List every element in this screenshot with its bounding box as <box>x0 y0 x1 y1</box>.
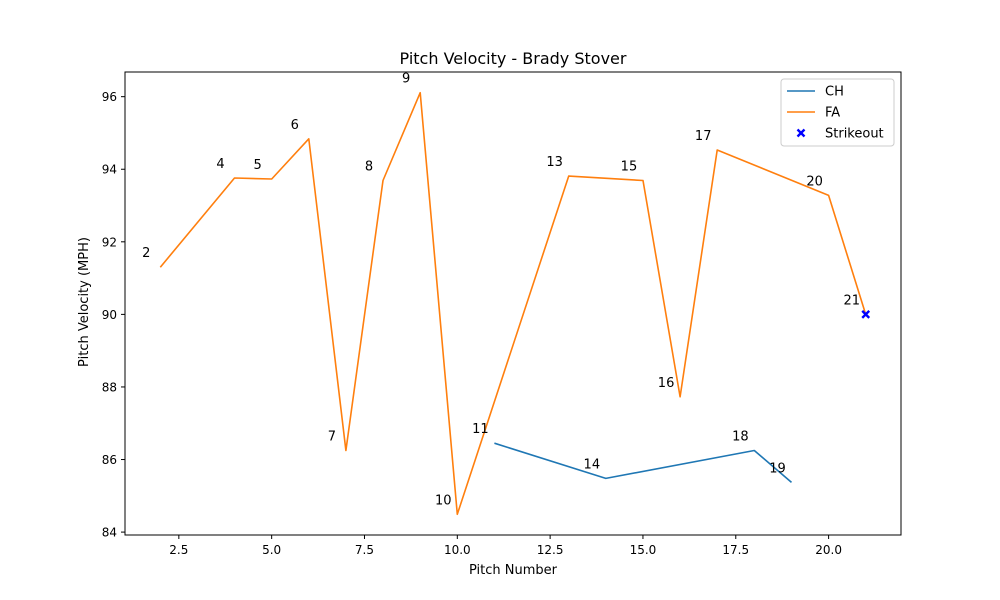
legend-frame <box>780 78 895 147</box>
legend-swatch-marker <box>796 128 806 138</box>
y-tick-label: 94 <box>102 163 117 177</box>
pitch-number-label: 8 <box>365 159 373 174</box>
y-tick-label: 86 <box>102 453 117 467</box>
plot-area: 2 4 5 6 7 8 9 10 11 13 14 15 16 17 18 19 20 21 <box>142 72 871 516</box>
pitch-number-label: 2 <box>142 246 150 261</box>
y-tick-label: 92 <box>102 235 117 249</box>
legend-label: CH <box>825 85 844 100</box>
y-tick-label: 90 <box>102 308 117 322</box>
x-tick-label: 2.5 <box>169 543 188 557</box>
pitch-number-label: 5 <box>254 158 262 173</box>
pitch-number-label: 17 <box>695 129 712 144</box>
pitch-number-label: 19 <box>769 461 786 476</box>
y-tick-label: 84 <box>102 526 117 540</box>
chart-title: Pitch Velocity - Brady Stover <box>400 49 627 68</box>
pitch-number-label: 21 <box>843 293 860 308</box>
pitch-number-label: 15 <box>621 159 638 174</box>
x-axis-label: Pitch Number <box>469 563 558 578</box>
x-tick-label: 17.5 <box>722 543 749 557</box>
plot-frame <box>124 71 902 536</box>
strikeout-marker-stroke <box>861 310 871 319</box>
pitch-number-label: 16 <box>658 376 675 391</box>
legend-label: FA <box>825 106 840 121</box>
x-tick-label: 7.5 <box>355 543 374 557</box>
strikeout-marker <box>861 310 871 319</box>
pitch-number-label: 14 <box>584 457 601 472</box>
pitch-number-label: 7 <box>328 429 336 444</box>
x-tick-label: 12.5 <box>537 543 564 557</box>
y-tick-label: 88 <box>102 380 117 394</box>
pitch-number-label: 20 <box>806 174 823 189</box>
x-tick-label: 5.0 <box>262 543 281 557</box>
y-axis-label: Pitch Velocity (MPH) <box>77 237 92 367</box>
pitch-number-label: 18 <box>732 429 749 444</box>
pitch-number-label: 6 <box>291 118 299 133</box>
legend: CH FA Strikeout <box>780 78 895 147</box>
legend-label: Strikeout <box>825 127 884 142</box>
pitch-number-label: 9 <box>402 72 410 87</box>
series-line-fa <box>159 91 867 516</box>
y-tick-label: 96 <box>102 90 117 104</box>
pitch-number-label: 13 <box>546 155 563 170</box>
x-tick-label: 10.0 <box>444 543 471 557</box>
pitch-number-label: 4 <box>216 157 224 172</box>
pitch-number-label: 10 <box>435 493 452 508</box>
pitch-number-label: 11 <box>472 422 489 437</box>
axis-ticks: 2.5 5.0 7.5 10.0 12.5 15.0 17.5 20.084868890929… <box>102 90 842 557</box>
series-line-ch <box>494 442 793 484</box>
x-tick-label: 15.0 <box>630 543 657 557</box>
x-tick-label: 20.0 <box>815 543 842 557</box>
